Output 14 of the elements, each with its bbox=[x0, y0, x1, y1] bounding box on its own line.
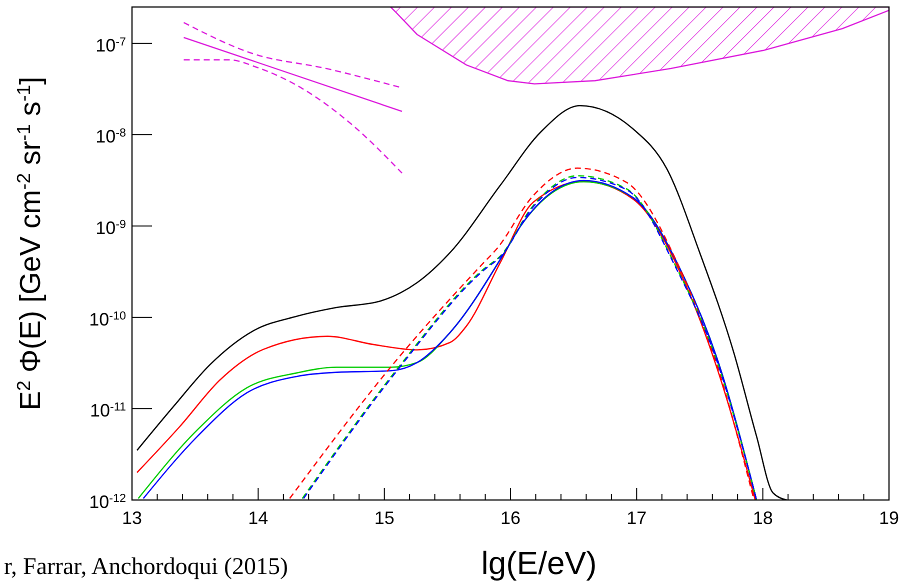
x-tick-label: 14 bbox=[248, 508, 268, 528]
x-tick-label: 16 bbox=[500, 508, 521, 528]
x-tick-label: 17 bbox=[626, 508, 647, 528]
line-series bbox=[183, 59, 403, 174]
x-tick-label: 19 bbox=[878, 508, 900, 528]
x-axis-title: lg(E/eV) bbox=[481, 545, 597, 581]
y-tick-label: 10$^{-9}$ bbox=[96, 218, 126, 238]
y-tick-label: 10$^{-11}$ bbox=[90, 400, 126, 421]
text: r, Farrar, Anchordoqui (2015) bbox=[4, 554, 288, 580]
y-tick-label: 10$^{-8}$ bbox=[96, 126, 126, 147]
y-tick-label: 10$^{-10}$ bbox=[89, 308, 126, 330]
x-tick-label: 15 bbox=[374, 508, 394, 528]
x-tick-label: 18 bbox=[752, 508, 773, 528]
y-tick-label: 10$^{-7}$ bbox=[96, 34, 126, 56]
